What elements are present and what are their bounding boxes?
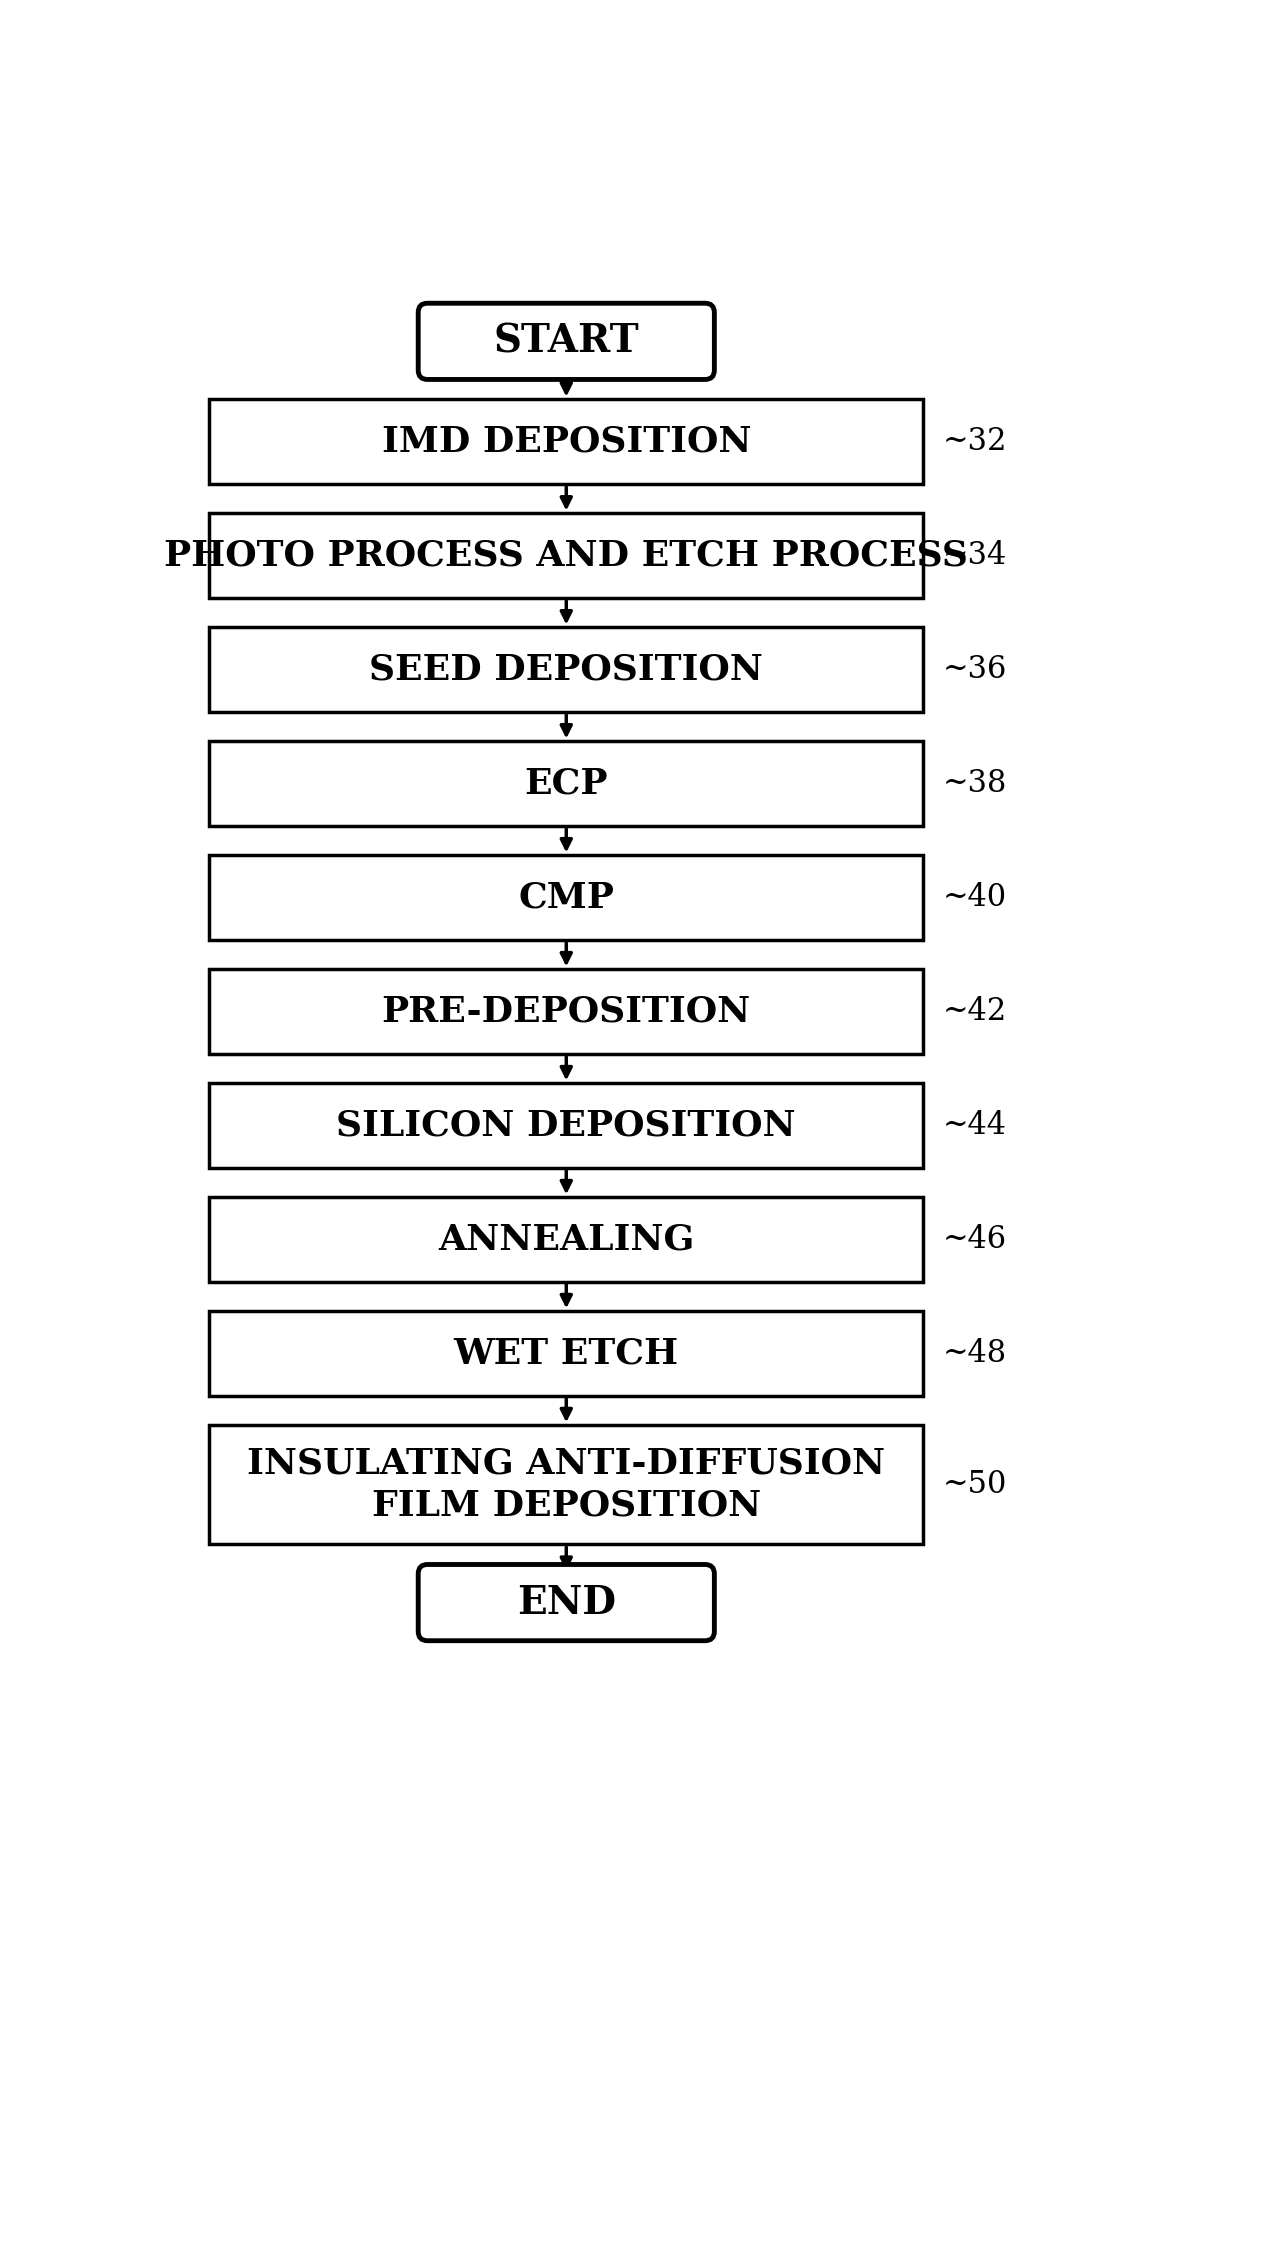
Text: ECP: ECP	[524, 768, 608, 801]
Text: ~48: ~48	[943, 1337, 1007, 1369]
Text: IMD DEPOSITION: IMD DEPOSITION	[381, 425, 751, 459]
Bar	[210, 741, 923, 826]
Bar	[210, 628, 923, 711]
Bar	[210, 398, 923, 484]
Text: SILICON DEPOSITION: SILICON DEPOSITION	[336, 1107, 796, 1144]
Bar	[210, 1425, 923, 1544]
Text: WET ETCH: WET ETCH	[454, 1337, 679, 1371]
Text: ~38: ~38	[943, 768, 1007, 799]
FancyBboxPatch shape	[418, 1564, 715, 1641]
Text: START: START	[494, 322, 640, 360]
Text: ~34: ~34	[943, 540, 1007, 572]
Text: PHOTO PROCESS AND ETCH PROCESS: PHOTO PROCESS AND ETCH PROCESS	[164, 538, 968, 572]
FancyBboxPatch shape	[418, 304, 715, 380]
Text: CMP: CMP	[518, 880, 614, 914]
Bar	[210, 513, 923, 599]
Text: ~44: ~44	[943, 1110, 1007, 1141]
Text: PRE-DEPOSITION: PRE-DEPOSITION	[381, 995, 751, 1029]
Text: END: END	[517, 1585, 615, 1621]
Text: INSULATING ANTI-DIFFUSION
FILM DEPOSITION: INSULATING ANTI-DIFFUSION FILM DEPOSITIO…	[247, 1447, 885, 1524]
Text: ~46: ~46	[943, 1225, 1007, 1256]
Text: ~40: ~40	[943, 882, 1007, 914]
Text: SEED DEPOSITION: SEED DEPOSITION	[370, 653, 764, 687]
Text: ~42: ~42	[943, 997, 1007, 1026]
Bar	[210, 855, 923, 941]
Text: ~36: ~36	[943, 655, 1007, 684]
Bar	[210, 970, 923, 1053]
Text: ANNEALING: ANNEALING	[439, 1222, 694, 1256]
Text: ~32: ~32	[943, 425, 1007, 457]
Text: ~50: ~50	[943, 1470, 1007, 1501]
Bar	[210, 1310, 923, 1396]
Bar	[210, 1083, 923, 1168]
Bar	[210, 1198, 923, 1281]
